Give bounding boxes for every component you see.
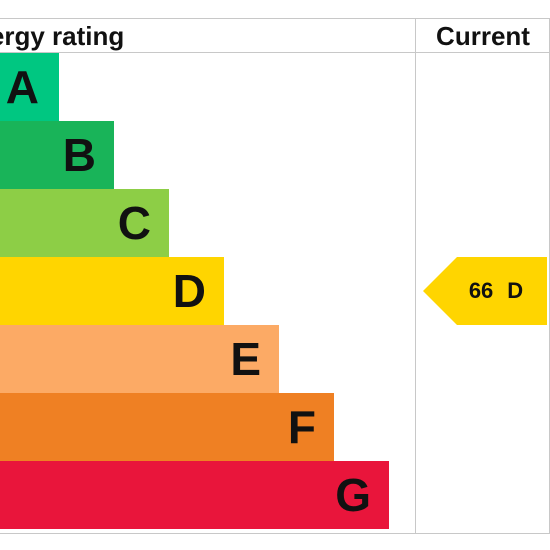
current-rating-arrow-shape <box>423 257 547 325</box>
rating-band-letter: D <box>172 265 206 317</box>
current-rating-label: 66 D <box>423 257 547 325</box>
current-band: D <box>507 278 524 303</box>
header-row: nergy rating Current <box>0 19 550 53</box>
rating-band-c: C <box>0 189 169 257</box>
rating-band-letter: C <box>117 197 151 249</box>
rating-band-g: G <box>0 461 389 529</box>
chart-title: nergy rating <box>0 21 125 51</box>
rating-band-d: D <box>0 257 224 325</box>
rating-band-letter: G <box>335 469 371 521</box>
rating-band-a: A <box>0 53 59 121</box>
rating-band-f: F <box>0 393 334 461</box>
rating-band-b: B <box>0 121 114 189</box>
rating-band-letter: B <box>62 129 96 181</box>
rating-band-e: E <box>0 325 279 393</box>
rating-band-letter: F <box>287 401 316 453</box>
current-score: 66 <box>468 278 494 303</box>
rating-band-letter: A <box>5 61 39 113</box>
current-rating-arrow: 66 D <box>423 257 547 325</box>
rating-band-letter: E <box>230 333 261 385</box>
current-column-header: Current <box>436 21 530 51</box>
column-divider <box>415 19 416 533</box>
